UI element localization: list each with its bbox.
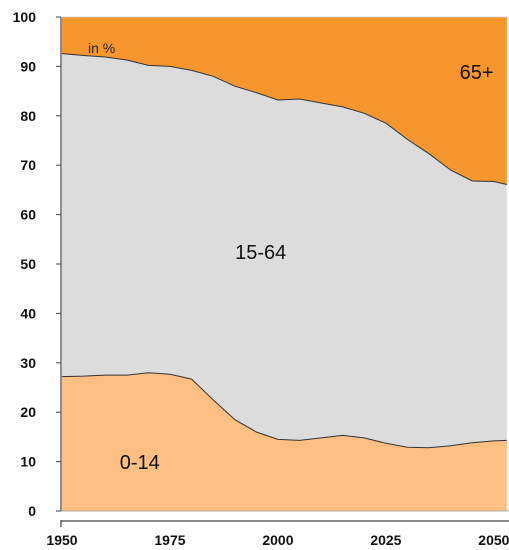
y-tick-label: 10 (20, 454, 36, 470)
y-tick-label: 100 (13, 9, 37, 25)
series-labels: 0-14 15-64 65+ (120, 62, 494, 474)
stacked-areas (62, 17, 507, 511)
unit-label: in % (88, 40, 115, 56)
y-tick-label: 20 (20, 404, 36, 420)
boundary-line-15-64 (61, 53, 507, 185)
y-tick-label: 90 (20, 58, 36, 74)
y-tick-label: 70 (20, 157, 36, 173)
y-tick-label: 30 (20, 355, 36, 371)
y-tick-label: 40 (20, 305, 36, 321)
boundary-line-0-14 (61, 372, 507, 449)
area-0-14 (62, 372, 507, 511)
y-tick-label: 0 (28, 503, 36, 519)
x-axis-ticks: 1950 1975 2000 2025 2050 (46, 532, 509, 548)
x-tick-label: 2050 (478, 532, 509, 548)
area-65 (62, 17, 507, 185)
x-tick-label: 1975 (154, 532, 185, 548)
y-axis-ticks: 0 10 20 30 40 50 60 70 80 90 100 (13, 9, 61, 519)
series-label-65: 65+ (460, 62, 494, 84)
x-tick-label: 2000 (262, 532, 293, 548)
x-tick-label: 2025 (370, 532, 401, 548)
area-boundaries (61, 53, 507, 449)
y-tick-label: 80 (20, 108, 36, 124)
x-tick-label: 1950 (46, 532, 77, 548)
y-tick-label: 50 (20, 256, 36, 272)
series-label-15-64: 15-64 (235, 242, 286, 264)
series-label-0-14: 0-14 (120, 452, 160, 474)
y-tick-label: 60 (20, 207, 36, 223)
area-15-64 (62, 53, 507, 448)
